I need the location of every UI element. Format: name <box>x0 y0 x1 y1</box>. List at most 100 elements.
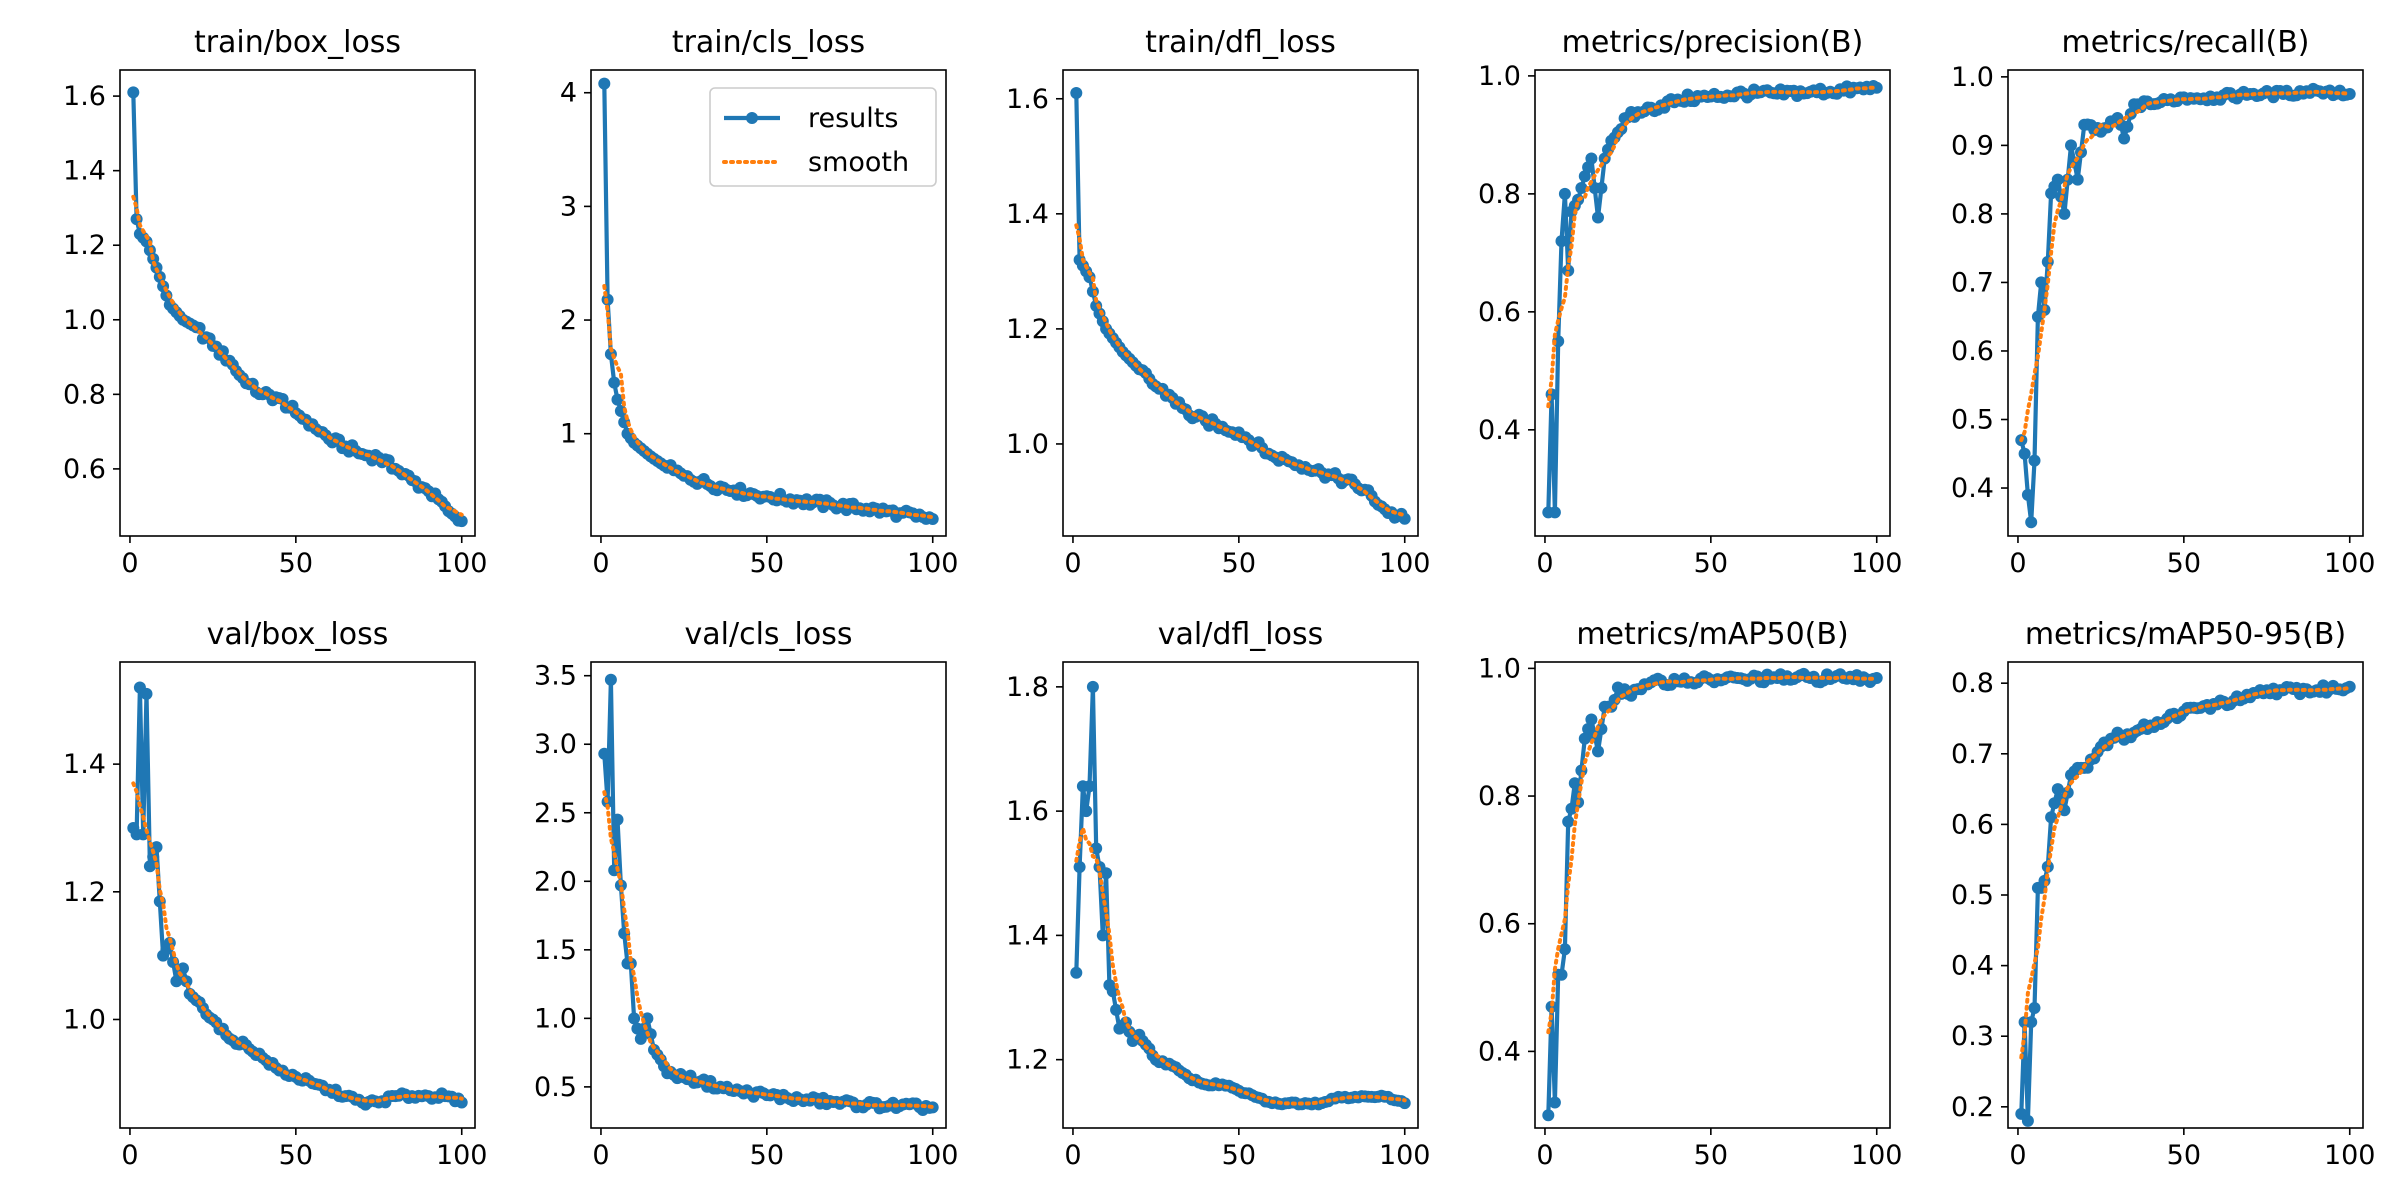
x-tick-label: 50 <box>750 1140 784 1171</box>
x-tick-label: 0 <box>1536 548 1553 579</box>
results-series-line <box>131 685 464 1107</box>
results-point <box>2018 447 2031 460</box>
x-tick-label: 0 <box>2009 548 2026 579</box>
smooth-series-line <box>1074 223 1407 518</box>
results-point <box>1592 745 1604 758</box>
results-point <box>2051 783 2064 796</box>
results-point <box>140 687 153 700</box>
x-tick-label: 100 <box>1851 1140 1903 1171</box>
results-series-line <box>1074 684 1406 1107</box>
subplot-metrics-map50-95-b-: metrics/mAP50-95(B) 0 50 100 0.2 0.3 0.4 0.5 0.6… <box>1951 617 2375 1171</box>
y-tick-label: 1.4 <box>1006 920 1049 951</box>
results-point <box>1592 211 1604 224</box>
results-point <box>1562 264 1575 277</box>
results-point <box>455 1096 468 1109</box>
y-tick-label: 0.9 <box>1951 130 1994 161</box>
x-tick-label: 100 <box>1379 1140 1431 1171</box>
y-tick-label: 1.0 <box>1478 61 1521 92</box>
plot-area <box>127 681 468 1111</box>
x-tick-label: 100 <box>1851 548 1903 579</box>
results-point <box>2065 139 2077 152</box>
x-tick-label: 0 <box>1536 1140 1553 1171</box>
results-point <box>2071 173 2084 186</box>
results-point <box>598 77 611 90</box>
y-tick-label: 0.5 <box>534 1072 577 1103</box>
x-tick-label: 100 <box>907 1140 959 1171</box>
plot-area <box>127 86 468 528</box>
y-tick-label: 1.6 <box>63 81 106 112</box>
smooth-series-line <box>2019 686 2352 1060</box>
results-point <box>1578 732 1591 745</box>
x-tick-label: 0 <box>592 1140 609 1171</box>
results-point <box>604 673 617 686</box>
plot-area <box>598 673 939 1116</box>
results-point <box>1086 680 1099 693</box>
smooth-series-line <box>602 284 935 520</box>
axes-frame <box>2007 69 2364 537</box>
smooth-series-line <box>602 790 935 1109</box>
results-series-line <box>2019 683 2351 1123</box>
results-point <box>1083 780 1096 793</box>
y-tick-label: 0.5 <box>1951 880 1994 911</box>
results-point <box>193 321 206 334</box>
y-tick-label: 1.4 <box>63 749 106 780</box>
axes-frame <box>590 661 947 1129</box>
y-tick-label: 1.5 <box>534 935 577 966</box>
results-point <box>1100 867 1113 880</box>
axes-frame <box>1062 661 1419 1129</box>
y-tick-label: 1.0 <box>63 1004 106 1035</box>
results-point <box>2121 120 2134 133</box>
y-tick-label: 0.8 <box>63 379 106 410</box>
subplot-train-cls-loss: train/cls_loss 0 50 100 1 2 3 4 results smooth <box>560 25 959 579</box>
results-point <box>1558 187 1571 200</box>
results-point <box>1562 815 1575 828</box>
plot-area <box>2015 82 2356 529</box>
x-tick-label: 0 <box>1064 1140 1081 1171</box>
y-tick-label: 1.4 <box>1006 199 1049 230</box>
y-tick-label: 1.2 <box>1006 314 1049 345</box>
subplot-metrics-map50-b-: metrics/mAP50(B) 0 50 100 0.4 0.6 0.8 1.0 <box>1478 617 1902 1171</box>
subplot-val-dfl-loss: val/dfl_loss 0 50 100 1.2 1.4 1.6 1.8 <box>1006 617 1430 1171</box>
plot-area <box>2015 679 2356 1127</box>
results-point <box>1096 929 1109 942</box>
y-tick-label: 1.8 <box>1006 672 1049 703</box>
x-tick-label: 100 <box>436 1140 488 1171</box>
results-point <box>143 860 156 873</box>
subplot-train-box-loss: train/box_loss 0 50 100 0.6 0.8 1.0 1.2 1.4 1.6 <box>63 25 487 579</box>
y-tick-label: 0.8 <box>1478 179 1521 210</box>
results-point <box>1545 1000 1558 1013</box>
y-tick-label: 0.3 <box>1951 1021 1994 1052</box>
x-tick-label: 0 <box>121 1140 138 1171</box>
y-tick-label: 1 <box>560 419 577 450</box>
y-tick-label: 0.7 <box>1951 267 1994 298</box>
axes-frame <box>590 69 947 537</box>
y-tick-label: 0.4 <box>1478 1036 1521 1067</box>
subplot-title: val/box_loss <box>207 617 389 652</box>
y-tick-label: 1.0 <box>534 1003 577 1034</box>
results-point <box>1070 966 1083 979</box>
results-point <box>1548 506 1561 519</box>
results-point <box>1575 182 1588 194</box>
y-tick-label: 3 <box>560 191 577 222</box>
results-point <box>1398 1097 1411 1110</box>
x-tick-label: 100 <box>1379 548 1431 579</box>
axes-frame <box>1062 69 1419 537</box>
x-tick-label: 100 <box>2324 548 2376 579</box>
y-tick-label: 4 <box>560 78 577 109</box>
y-tick-label: 1.6 <box>1006 796 1049 827</box>
x-tick-label: 50 <box>279 548 313 579</box>
x-tick-label: 50 <box>279 1140 313 1171</box>
results-point <box>1585 152 1598 165</box>
results-point <box>634 1032 647 1045</box>
smooth-series-line <box>1074 820 1407 1106</box>
subplot-title: metrics/mAP50(B) <box>1576 617 1848 652</box>
x-tick-label: 0 <box>592 548 609 579</box>
x-tick-label: 100 <box>907 548 959 579</box>
results-point <box>2021 1114 2034 1127</box>
y-tick-label: 0.6 <box>1951 809 1994 840</box>
subplot-title: train/cls_loss <box>672 25 865 60</box>
x-tick-label: 0 <box>2009 1140 2026 1171</box>
smooth-series-line <box>1546 85 1879 409</box>
